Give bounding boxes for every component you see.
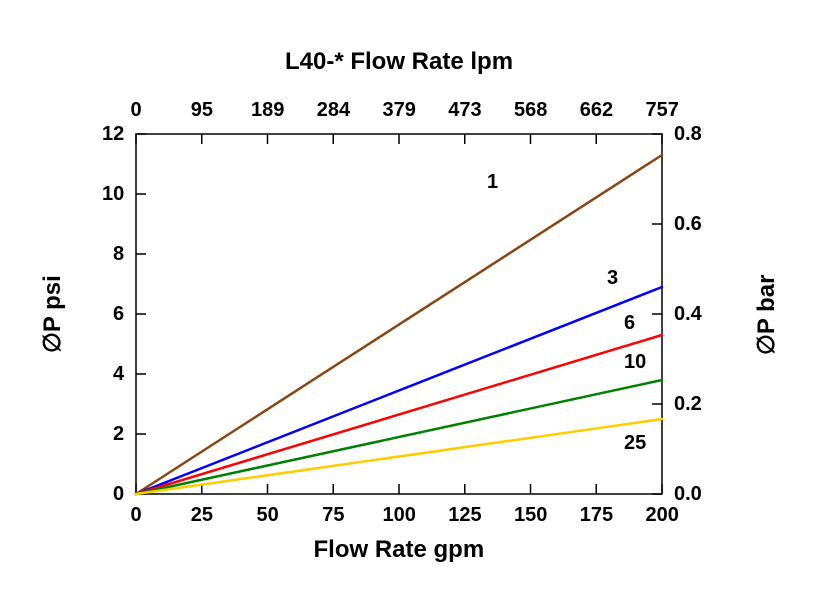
left-tick-label: 2 [113,423,124,446]
top-tick-label: 0 [131,99,142,122]
left-tick-label: 12 [102,123,124,146]
top-tick-label: 473 [448,99,481,122]
left-tick-label: 10 [102,183,124,206]
bottom-tick-label: 50 [257,504,279,527]
bottom-tick-label: 100 [383,504,416,527]
bottom-tick-label: 150 [514,504,547,527]
bottom-tick-label: 75 [322,504,344,527]
left-tick-label: 8 [113,243,124,266]
top-tick-label: 189 [251,99,284,122]
bottom-tick-label: 25 [191,504,213,527]
bottom-tick-label: 200 [646,504,679,527]
top-axis-title: L40-* Flow Rate lpm [285,48,513,76]
top-tick-label: 757 [646,99,679,122]
left-tick-label: 6 [113,303,124,326]
right-tick-label: 0.6 [674,213,702,236]
top-tick-label: 284 [317,99,350,122]
series-label: 1 [487,171,498,194]
bottom-tick-label: 175 [580,504,613,527]
right-axis-title: ∅P bar [752,274,781,355]
right-tick-label: 0.4 [674,303,702,326]
left-axis-title: ∅P psi [38,275,67,353]
right-tick-label: 0.8 [674,123,702,146]
bottom-axis-title: Flow Rate gpm [314,536,485,564]
top-tick-label: 379 [383,99,416,122]
right-tick-label: 0.0 [674,483,702,506]
top-tick-label: 568 [514,99,547,122]
series-label: 25 [624,432,646,455]
left-tick-label: 4 [113,363,124,386]
chart-container: L40-* Flow Rate lpm Flow Rate gpm ∅P psi… [0,0,828,606]
top-tick-label: 95 [191,99,213,122]
series-label: 10 [624,351,646,374]
bottom-tick-label: 125 [448,504,481,527]
series-label: 3 [607,267,618,290]
bottom-tick-label: 0 [131,504,142,527]
top-tick-label: 662 [580,99,613,122]
series-label: 6 [624,312,635,335]
left-tick-label: 0 [113,483,124,506]
right-tick-label: 0.2 [674,393,702,416]
